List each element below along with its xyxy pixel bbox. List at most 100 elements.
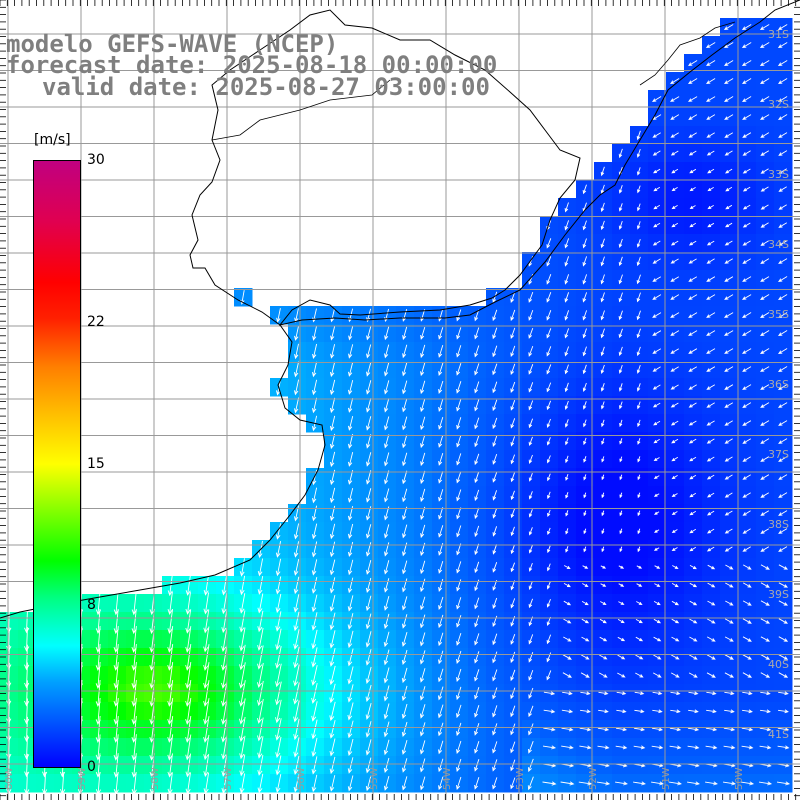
wind-arrow (778, 150, 788, 156)
wind-arrow (582, 401, 587, 410)
wind-arrow (724, 294, 734, 300)
wind-arrow (438, 380, 444, 395)
wind-arrow (742, 564, 752, 570)
wind-arrow (652, 672, 662, 678)
wind-arrow (578, 781, 593, 786)
wind-arrow (724, 150, 733, 156)
wind-arrow (725, 582, 734, 588)
wind-arrow (492, 363, 498, 376)
wind-arrow (419, 704, 426, 719)
wind-arrow (402, 524, 408, 539)
longitude-label: 55W (369, 767, 380, 790)
longitude-label: 59W (77, 767, 88, 790)
wind-arrow (723, 42, 734, 49)
wind-arrow (383, 739, 390, 756)
wind-arrow (688, 276, 698, 282)
wind-arrow (167, 608, 174, 635)
wind-arrow (671, 511, 678, 516)
wind-arrow (760, 420, 770, 426)
wind-arrow (528, 364, 534, 375)
wind-arrow (294, 343, 299, 360)
wind-arrow (778, 510, 788, 516)
wind-arrow (618, 310, 623, 321)
wind-arrow (635, 654, 644, 660)
wind-arrow (759, 727, 772, 732)
wind-arrow (707, 168, 715, 174)
wind-arrow (456, 471, 462, 484)
wind-arrow (669, 745, 682, 750)
wind-arrow (598, 709, 609, 714)
wind-arrow (582, 220, 587, 231)
wind-arrow (510, 327, 516, 340)
wind-arrow (778, 709, 789, 714)
wind-arrow (330, 308, 335, 323)
longitude-label: 56W (296, 767, 307, 790)
wind-arrow (652, 366, 661, 372)
wind-arrow (420, 380, 426, 395)
wind-arrow (563, 600, 572, 606)
wind-arrow (579, 727, 592, 732)
wind-arrow (671, 456, 679, 462)
wind-arrow (474, 633, 480, 646)
wind-arrow (528, 454, 533, 464)
wind-arrow (565, 473, 569, 481)
wind-arrow (670, 402, 679, 408)
wind-arrow (546, 328, 552, 339)
wind-arrow (383, 560, 390, 575)
wind-arrow (365, 524, 372, 539)
wind-arrow (778, 618, 788, 624)
wind-arrow (383, 578, 390, 593)
wind-arrow (329, 594, 336, 612)
wind-arrow (275, 558, 282, 577)
wind-arrow (167, 662, 174, 689)
wind-arrow (653, 186, 661, 192)
wind-arrow (311, 379, 318, 396)
wind-arrow (510, 418, 516, 429)
wind-arrow (474, 417, 480, 430)
wind-arrow (654, 529, 660, 533)
wind-arrow (510, 705, 516, 718)
wind-arrow (619, 419, 623, 428)
wind-arrow (601, 546, 605, 553)
wind-arrow (600, 401, 605, 410)
wind-arrow (689, 492, 697, 498)
wind-arrow (564, 364, 569, 375)
wind-arrow (706, 78, 716, 85)
wind-arrow (203, 716, 210, 743)
wind-arrow (706, 60, 716, 67)
wind-arrow (600, 328, 605, 339)
wind-arrow (329, 541, 336, 558)
wind-arrow (185, 716, 192, 743)
wind-arrow (724, 456, 733, 462)
wind-arrow (706, 312, 716, 318)
latitude-labels: 31S 32S 33S 34S 35S 36S 37S 38S 39S 40S 41S (768, 28, 789, 741)
wind-arrow (671, 654, 680, 660)
wind-arrow (740, 781, 755, 786)
wind-arrow (203, 626, 210, 653)
wind-arrow (510, 291, 516, 303)
wind-arrow (564, 202, 569, 213)
wind-arrow (510, 687, 516, 700)
wind-arrow (636, 239, 641, 248)
wind-arrow (401, 721, 408, 737)
wind-arrow (384, 380, 390, 395)
wind-arrow (401, 614, 408, 629)
wind-arrow (131, 772, 137, 795)
wind-arrow (670, 132, 679, 138)
wind-arrow (510, 777, 516, 790)
wind-arrow (402, 578, 408, 593)
wind-arrow (706, 636, 716, 642)
wind-arrow (510, 526, 515, 537)
wind-arrow (601, 419, 605, 428)
wind-arrow (402, 326, 408, 341)
wind-arrow (347, 684, 354, 703)
wind-arrow (6, 717, 12, 742)
wind-arrow (618, 274, 623, 285)
wind-arrow (724, 132, 734, 138)
wind-arrow (365, 542, 372, 557)
wind-arrow (724, 78, 734, 85)
wind-arrow (275, 699, 282, 724)
wind-arrow (582, 382, 587, 392)
wind-arrow (528, 491, 533, 500)
wind-arrow (528, 436, 533, 447)
